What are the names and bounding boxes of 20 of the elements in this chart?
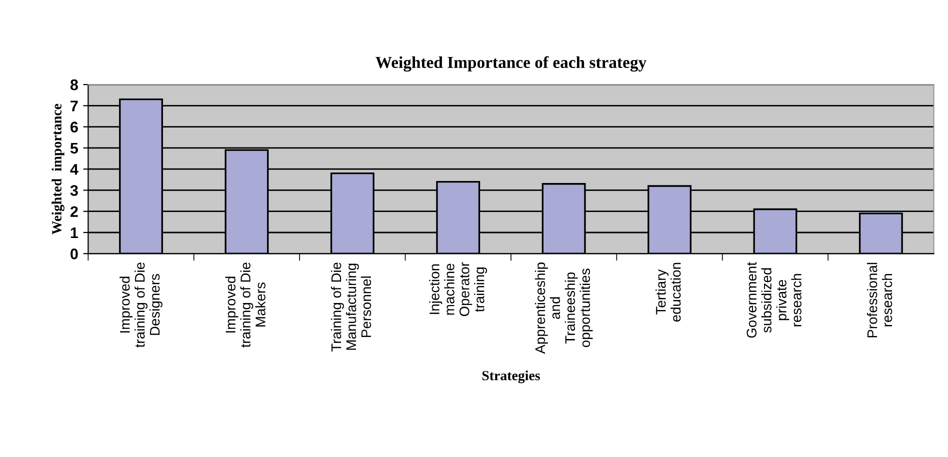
x-tick-label: Injection machine Operator training — [429, 262, 488, 316]
chart-title: Weighted Importance of each strategy — [376, 56, 646, 72]
y-tick-label: 2 — [70, 206, 78, 217]
y-tick-label: 0 — [70, 248, 78, 260]
x-axis-title: Strategies — [482, 370, 540, 384]
y-tick-label: 8 — [70, 79, 78, 90]
y-tick-label: 3 — [70, 185, 78, 196]
y-tick-label: 1 — [70, 228, 78, 238]
x-tick-label: Improved training of Die Designers — [120, 262, 162, 348]
y-tick-label: 5 — [70, 142, 78, 154]
y-tick-label: 7 — [70, 100, 78, 112]
y-tick-label: 4 — [70, 164, 78, 175]
x-tick-label: Professional research — [866, 262, 892, 338]
x-tick-label: Apprenticeship and Traineeship opportunities — [534, 262, 593, 354]
x-tick-label: Government subsidized private research — [746, 262, 802, 338]
y-axis-title: Weighted importance — [52, 104, 64, 234]
x-tick-label: Improved training of Die Makers — [225, 262, 266, 348]
y-tick-label: 6 — [70, 122, 78, 133]
x-tick-label: Training of Die Manufacturing Personnel — [330, 262, 372, 352]
x-tick-label: Tertiary education — [656, 262, 681, 322]
